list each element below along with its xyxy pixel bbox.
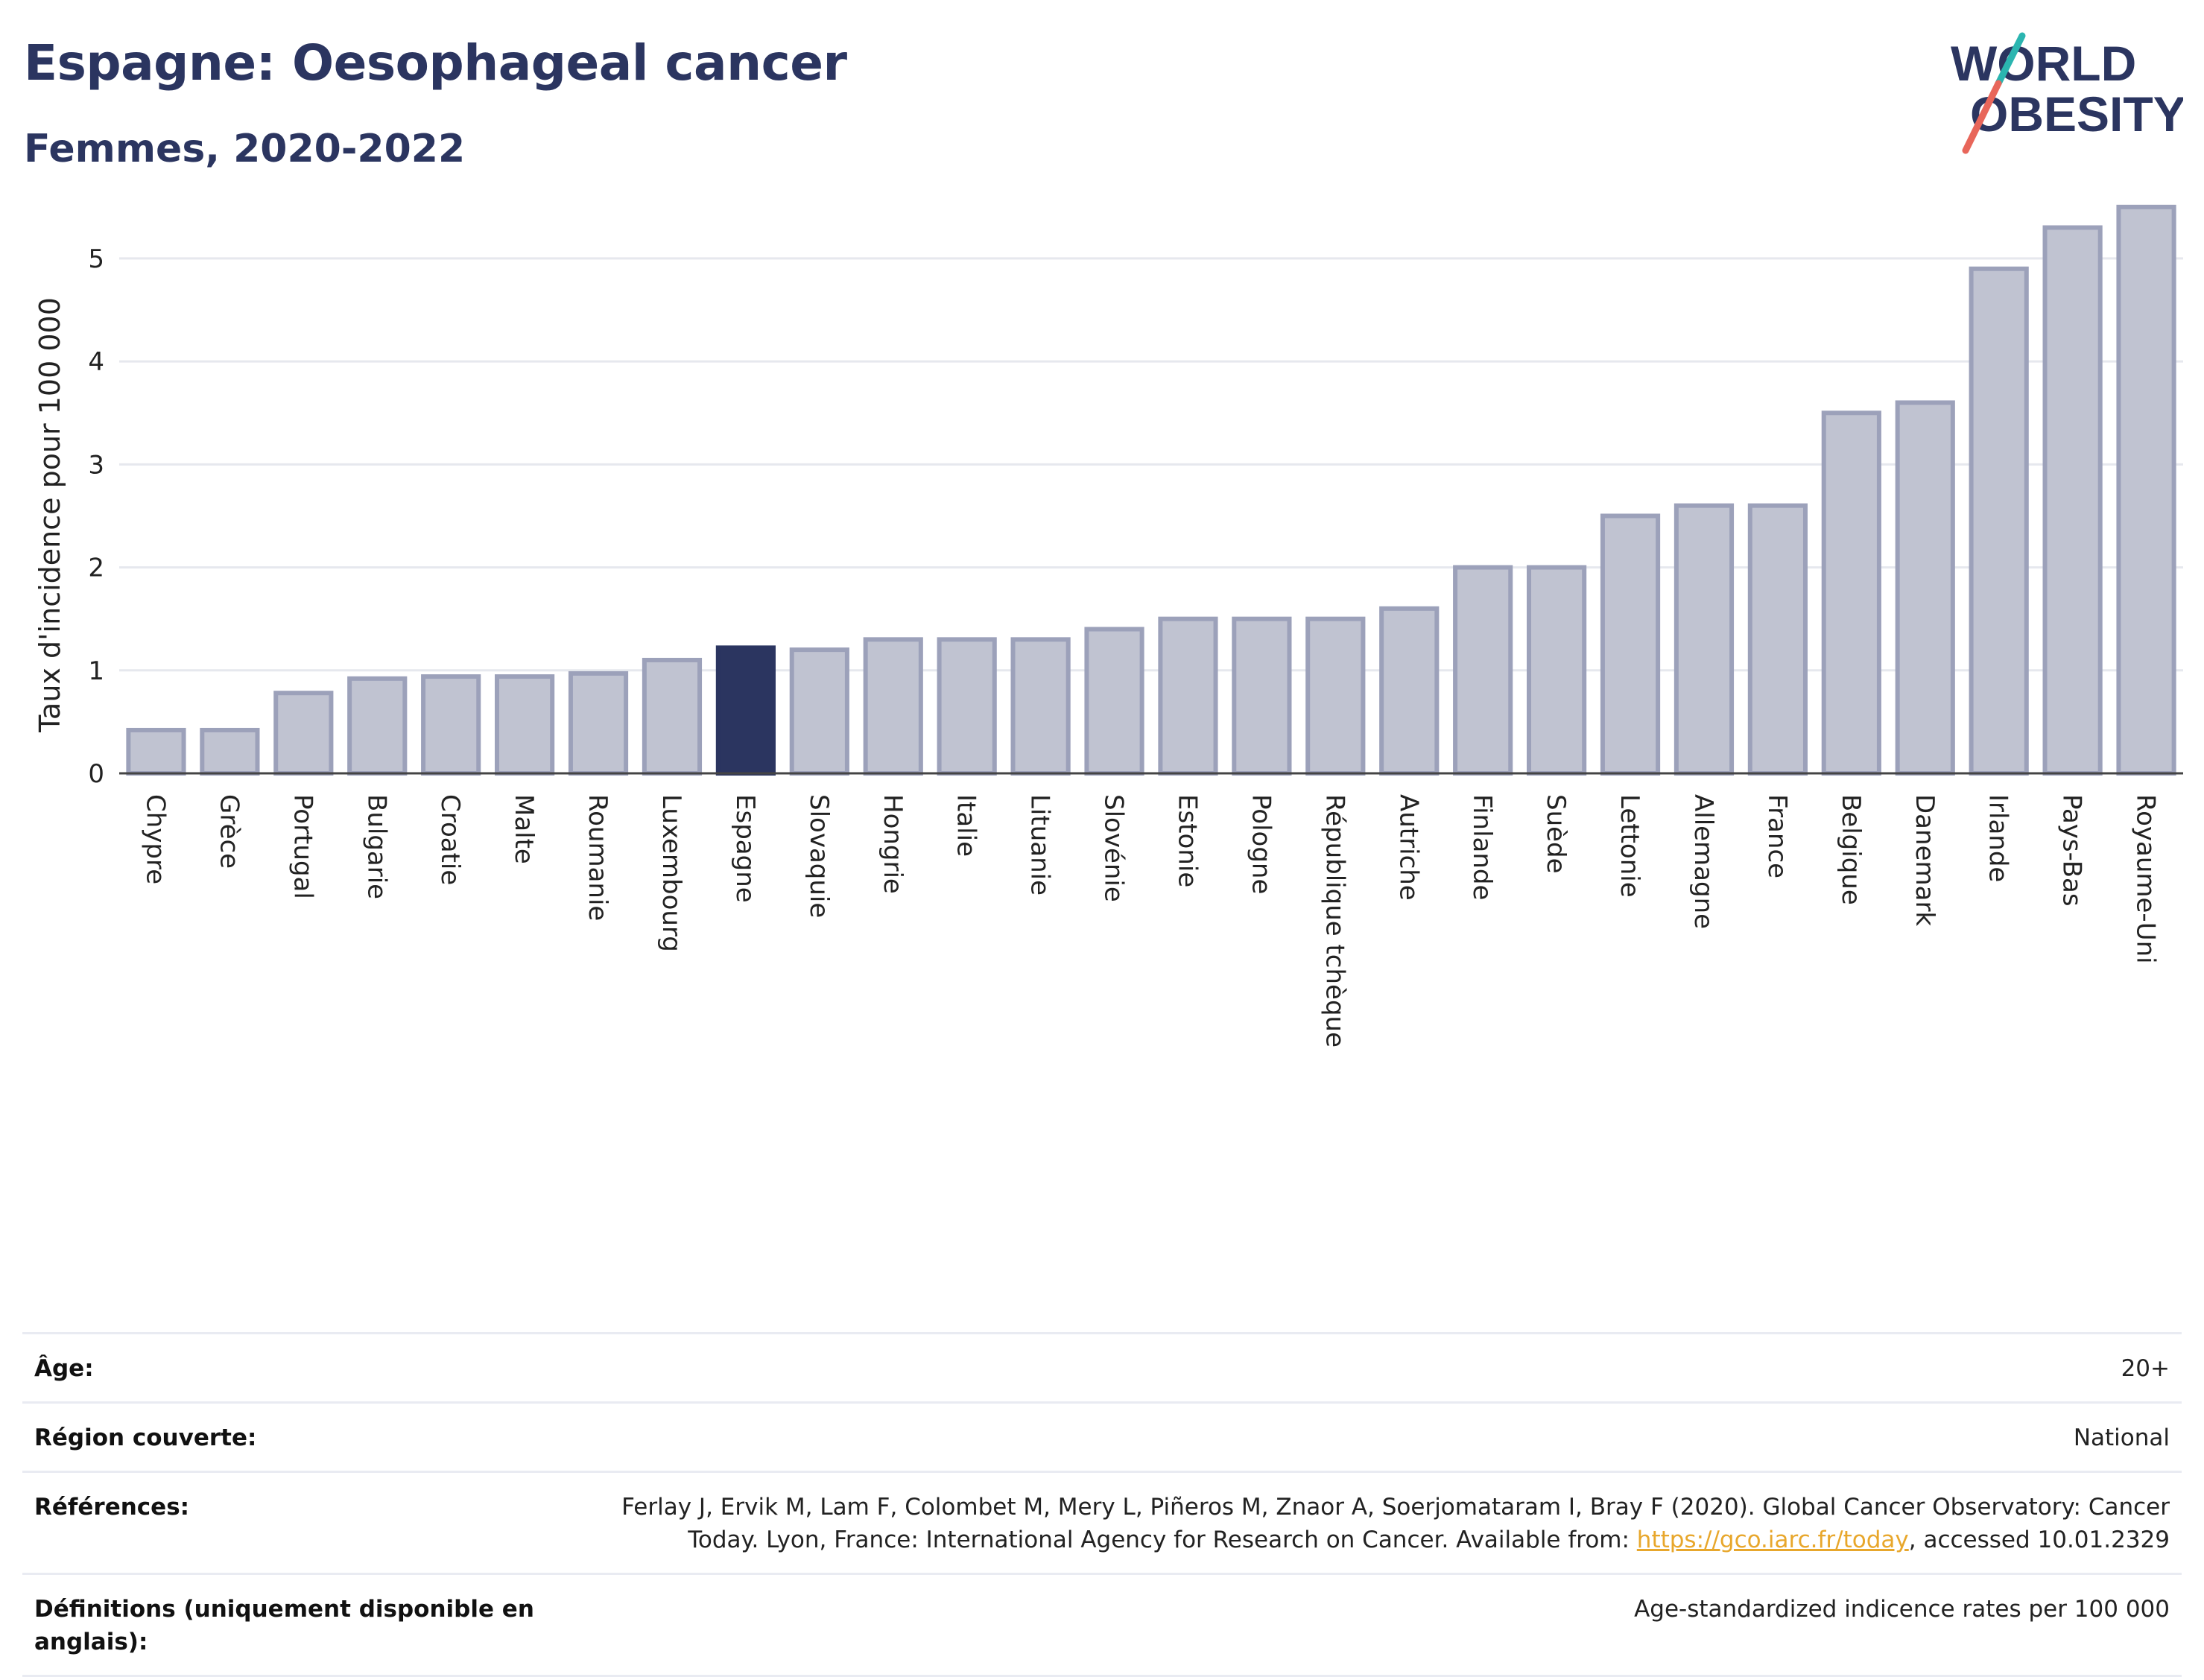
bar-italie	[937, 637, 997, 776]
age-label: Âge:	[34, 1355, 94, 1382]
y-tick-label: 0	[88, 759, 104, 789]
x-tick-label: France	[1762, 794, 1792, 878]
x-tick-label: Espagne	[730, 794, 760, 903]
logo-line1: WORLD	[1951, 36, 2136, 91]
bar-lituanie	[1010, 637, 1071, 776]
x-tick-label: Allemagne	[1688, 794, 1718, 929]
bar-luxembourg	[642, 657, 703, 776]
region-value: National	[2073, 1424, 2170, 1451]
x-tick-label: Croatie	[435, 794, 465, 885]
definitions-value: Age-standardized indicence rates per 100…	[1634, 1596, 2170, 1623]
references-line2-post: , accessed 10.01.2329	[1908, 1527, 2170, 1553]
chart-subtitle: Femmes, 2020-2022	[24, 127, 466, 171]
y-axis-title: Taux d'incidence pour 100 000	[34, 297, 66, 733]
bar-autriche	[1379, 606, 1440, 776]
bar-portugal	[273, 691, 334, 776]
x-tick-label: Irlande	[1983, 794, 2013, 882]
x-tick-label: Suède	[1541, 794, 1571, 874]
meta-row-region: Région couverte: National	[22, 1401, 2182, 1471]
x-tick-label: Italie	[951, 794, 981, 857]
bar-chypre	[126, 727, 186, 776]
x-tick-label: Bulgarie	[361, 794, 391, 899]
bar-gr-ce	[200, 727, 260, 776]
bar-pays-bas	[2042, 225, 2103, 776]
x-tick-label: Belgique	[1836, 794, 1866, 905]
bar-croatie	[421, 674, 481, 776]
y-tick-label: 5	[88, 244, 104, 274]
x-tick-label: Portugal	[288, 794, 317, 899]
x-tick-label: Lituanie	[1025, 794, 1055, 896]
references-line2-pre: Today. Lyon, France: International Agenc…	[688, 1527, 1637, 1553]
bar-bulgarie	[347, 676, 408, 776]
bar-su-de	[1527, 565, 1587, 776]
y-tick-label: 1	[88, 656, 104, 686]
references-line2: Today. Lyon, France: International Agenc…	[621, 1524, 2170, 1556]
meta-row-age: Âge: 20+	[22, 1332, 2182, 1401]
references-label: Références:	[34, 1494, 190, 1521]
y-axis-ticks: 0 1 2 3 4 5	[88, 244, 104, 789]
bar-belgique	[1821, 411, 1881, 776]
metadata-table: Âge: 20+ Région couverte: National Référ…	[22, 1332, 2182, 1677]
y-tick-label: 4	[88, 347, 104, 377]
bar-royaume-uni	[2116, 204, 2176, 776]
bar-espagne	[715, 645, 776, 776]
bar-r-publique-tch-que	[1305, 616, 1366, 776]
chart-title: Espagne: Oesophageal cancer	[24, 34, 847, 92]
references-link[interactable]: https://gco.iarc.fr/today	[1636, 1527, 1909, 1553]
bar-allemagne	[1673, 503, 1735, 776]
x-tick-label: Grèce	[214, 794, 244, 869]
x-tick-label: Slovénie	[1099, 794, 1129, 902]
meta-row-references: Références: Ferlay J, Ervik M, Lam F, Co…	[22, 1471, 2182, 1573]
x-tick-label: Finlande	[1467, 794, 1497, 900]
x-tick-label: Pologne	[1246, 794, 1276, 894]
x-tick-label: Hongrie	[878, 794, 908, 894]
bar-roumanie	[568, 671, 629, 776]
x-tick-label: Estonie	[1172, 794, 1202, 887]
logo-slash-teal	[1995, 32, 2026, 87]
bar-slovaquie	[789, 647, 849, 776]
bar-estonie	[1158, 616, 1218, 776]
definitions-label: Définitions (uniquement disponible en an…	[34, 1596, 534, 1655]
x-tick-label: Roumanie	[583, 794, 612, 921]
x-tick-label: Danemark	[1910, 794, 1939, 926]
x-tick-label: Royaume-Uni	[2131, 794, 2161, 964]
logo-slash-red	[1962, 80, 2002, 154]
x-tick-label: Lettonie	[1615, 794, 1644, 898]
references-value: Ferlay J, Ervik M, Lam F, Colombet M, Me…	[621, 1491, 2170, 1556]
age-value: 20+	[2121, 1355, 2170, 1382]
x-tick-label: Autriche	[1393, 794, 1423, 901]
world-obesity-logo: WORLD OBESITY	[1951, 32, 2183, 154]
bar-finlande	[1453, 565, 1513, 776]
x-tick-label: Slovaquie	[804, 794, 834, 918]
y-tick-label: 3	[88, 450, 104, 480]
meta-row-definitions: Définitions (uniquement disponible en an…	[22, 1573, 2182, 1677]
logo-line2: OBESITY	[1970, 86, 2183, 142]
x-tick-label: République tchèque	[1320, 794, 1349, 1047]
x-axis-labels: Chypre Grèce Portugal Bulgarie Croatie Malte R…	[140, 794, 2160, 1047]
bar-lettonie	[1600, 513, 1661, 776]
bars	[126, 204, 2176, 776]
bar-irlande	[1969, 266, 2029, 776]
x-tick-label: Luxembourg	[656, 794, 686, 952]
bar-france	[1747, 503, 1808, 776]
bar-pologne	[1232, 616, 1292, 776]
x-tick-label: Pays-Bas	[2057, 794, 2087, 907]
bar-malte	[495, 674, 555, 776]
bar-danemark	[1895, 400, 1955, 776]
bar-chart: 0 1 2 3 4 5 Chypre Grèce Portugal Bulgarie Croati…	[34, 204, 2183, 1047]
region-label: Région couverte:	[34, 1424, 257, 1451]
y-tick-label: 2	[88, 554, 104, 583]
bar-slov-nie	[1084, 627, 1144, 776]
references-line1: Ferlay J, Ervik M, Lam F, Colombet M, Me…	[621, 1494, 2170, 1521]
bar-hongrie	[863, 637, 923, 776]
x-tick-label: Malte	[509, 794, 539, 864]
x-tick-label: Chypre	[140, 794, 170, 884]
